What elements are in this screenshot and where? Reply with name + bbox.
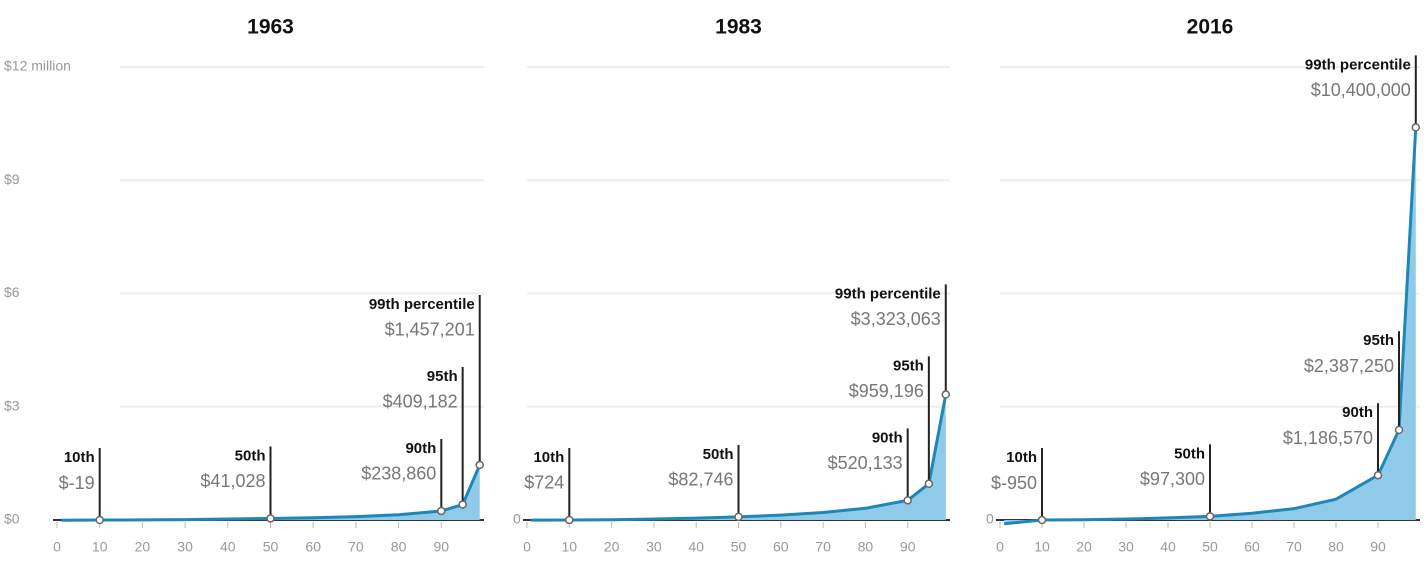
line <box>531 394 948 522</box>
x-tick-label: 20 <box>604 539 620 555</box>
point-name: 10th <box>1006 449 1037 466</box>
point-name: 95th <box>427 368 458 385</box>
y-tick-label: $9 <box>4 171 20 187</box>
x-tick-label: 30 <box>177 539 193 555</box>
x-tick-label: 90 <box>434 539 450 555</box>
x-tick-label: 10 <box>1034 539 1050 555</box>
value-label: $959,196 <box>849 381 924 401</box>
x-tick-label: 30 <box>1118 539 1134 555</box>
point-name: 50th <box>1174 445 1205 462</box>
value-label: $97,300 <box>1140 469 1205 489</box>
point-name: 99th percentile <box>835 285 941 302</box>
panel-title: 2016 <box>1187 16 1234 39</box>
point <box>924 479 934 489</box>
value-label: $41,028 <box>200 471 265 491</box>
y-tick-label: 0 <box>986 511 994 527</box>
value-label: $724 <box>524 473 564 493</box>
y-tick-label: $6 <box>4 284 20 300</box>
value-label: $10,400,000 <box>1311 80 1411 100</box>
point-name: 10th <box>64 449 95 466</box>
x-tick-label: 50 <box>1202 539 1218 555</box>
point <box>458 500 467 509</box>
value-label: $520,133 <box>828 453 903 473</box>
area <box>531 394 946 521</box>
panel-title: 1963 <box>247 16 294 39</box>
area <box>61 464 480 521</box>
x-tick-label: 80 <box>391 539 407 555</box>
point <box>437 506 446 516</box>
point <box>1037 515 1047 525</box>
point <box>95 515 104 525</box>
x-tick-label: 60 <box>1244 539 1260 555</box>
point <box>1411 123 1421 132</box>
panel-title: 1983 <box>715 16 762 39</box>
point-name: 99th percentile <box>369 296 475 313</box>
area <box>1004 127 1416 524</box>
y-tick-label: $3 <box>4 397 20 413</box>
point-name: 10th <box>533 449 564 466</box>
x-tick-label: 40 <box>1160 539 1176 555</box>
value-label: $1,186,570 <box>1283 428 1373 448</box>
x-tick-label: 10 <box>562 539 578 555</box>
x-tick-label: 90 <box>900 539 916 555</box>
x-tick-label: 70 <box>1286 539 1302 555</box>
x-tick-label: 60 <box>773 539 789 555</box>
point-name: 99th percentile <box>1305 56 1411 73</box>
value-label: $2,387,250 <box>1304 356 1394 376</box>
point-name: 50th <box>703 446 734 463</box>
x-tick-label: 40 <box>688 539 704 555</box>
x-tick-label: 0 <box>996 539 1004 555</box>
point-name: 95th <box>893 357 924 374</box>
point <box>475 460 484 470</box>
x-tick-label: 80 <box>858 539 874 555</box>
value-label: $238,860 <box>361 464 436 484</box>
point-name: 90th <box>872 429 903 446</box>
x-tick-label: 20 <box>135 539 151 555</box>
point-name: 90th <box>1342 404 1373 421</box>
x-tick-label: 50 <box>263 539 279 555</box>
point <box>565 515 574 525</box>
x-tick-label: 50 <box>731 539 747 555</box>
x-tick-label: 10 <box>92 539 108 555</box>
value-label: $-19 <box>59 473 95 493</box>
value-label: $1,457,201 <box>385 320 475 340</box>
value-label: $3,323,063 <box>851 309 941 329</box>
point <box>1394 425 1404 435</box>
x-tick-label: 30 <box>646 539 662 555</box>
x-tick-label: 0 <box>53 539 61 555</box>
x-tick-label: 70 <box>815 539 831 555</box>
point <box>266 514 275 523</box>
x-tick-label: 0 <box>523 539 531 555</box>
point <box>1373 470 1383 480</box>
y-tick-label: 0 <box>513 511 521 527</box>
line <box>1004 127 1418 526</box>
point-name: 90th <box>405 440 436 457</box>
x-tick-label: 70 <box>348 539 364 555</box>
value-label: $82,746 <box>668 470 733 490</box>
point <box>941 390 951 399</box>
y-tick-label: $0 <box>4 511 20 527</box>
point <box>1205 512 1215 521</box>
point <box>734 512 743 522</box>
x-tick-label: 60 <box>305 539 321 555</box>
x-tick-label: 80 <box>1328 539 1344 555</box>
value-label: $-950 <box>991 473 1037 493</box>
point-name: 50th <box>235 447 266 464</box>
point <box>903 496 912 505</box>
value-label: $409,182 <box>383 392 458 412</box>
y-tick-label: $12 million <box>4 58 71 74</box>
point-name: 95th <box>1363 332 1394 349</box>
x-tick-label: 20 <box>1076 539 1092 555</box>
x-tick-label: 40 <box>220 539 236 555</box>
x-tick-label: 90 <box>1370 539 1386 555</box>
